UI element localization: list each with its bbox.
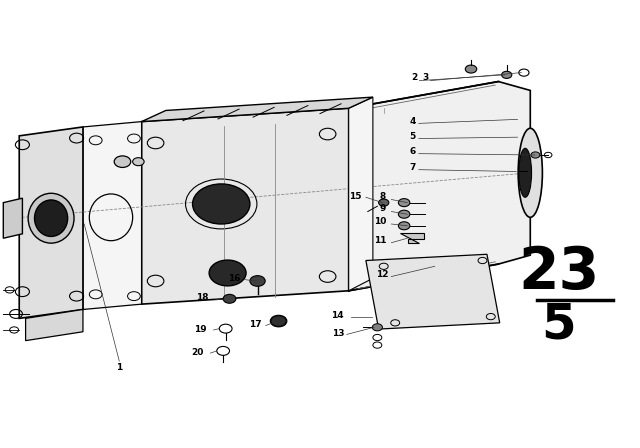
- Circle shape: [531, 152, 540, 158]
- Circle shape: [398, 222, 410, 230]
- Text: 2: 2: [411, 73, 417, 82]
- Circle shape: [250, 276, 265, 286]
- Text: 20: 20: [191, 348, 204, 357]
- Circle shape: [398, 198, 410, 207]
- Text: 1: 1: [116, 363, 122, 372]
- Text: 14: 14: [332, 311, 344, 320]
- Circle shape: [379, 199, 389, 206]
- Text: 7: 7: [409, 164, 415, 172]
- Polygon shape: [141, 108, 349, 304]
- Text: 4: 4: [409, 117, 415, 126]
- Ellipse shape: [518, 128, 542, 217]
- Ellipse shape: [193, 184, 250, 224]
- Text: 9: 9: [380, 204, 386, 213]
- Text: 3: 3: [422, 73, 428, 82]
- Text: 10: 10: [374, 217, 387, 226]
- Text: 6: 6: [409, 147, 415, 156]
- Text: 12: 12: [376, 270, 388, 279]
- Ellipse shape: [28, 193, 74, 243]
- Text: 23: 23: [518, 245, 600, 302]
- Circle shape: [132, 158, 144, 166]
- Text: 8: 8: [380, 192, 385, 201]
- Ellipse shape: [35, 200, 68, 237]
- Circle shape: [223, 294, 236, 303]
- Text: 18: 18: [196, 293, 209, 302]
- Circle shape: [271, 316, 286, 327]
- Text: 5: 5: [409, 132, 415, 141]
- Circle shape: [372, 324, 383, 331]
- Polygon shape: [349, 82, 531, 291]
- Circle shape: [502, 71, 512, 78]
- Polygon shape: [19, 127, 83, 319]
- Circle shape: [114, 156, 131, 168]
- Text: 15: 15: [349, 192, 362, 201]
- Circle shape: [465, 65, 477, 73]
- Text: 16: 16: [228, 274, 241, 283]
- Ellipse shape: [209, 260, 246, 286]
- Circle shape: [398, 210, 410, 218]
- Polygon shape: [366, 254, 500, 329]
- Text: 11: 11: [374, 237, 387, 246]
- Polygon shape: [26, 310, 83, 340]
- Polygon shape: [349, 97, 373, 291]
- Polygon shape: [83, 121, 141, 310]
- Ellipse shape: [519, 148, 532, 197]
- Text: 19: 19: [194, 324, 207, 334]
- Text: 5: 5: [541, 300, 577, 348]
- Polygon shape: [141, 97, 373, 121]
- Polygon shape: [3, 198, 22, 238]
- Text: 13: 13: [332, 328, 344, 338]
- Polygon shape: [399, 233, 424, 243]
- Text: 17: 17: [249, 320, 261, 329]
